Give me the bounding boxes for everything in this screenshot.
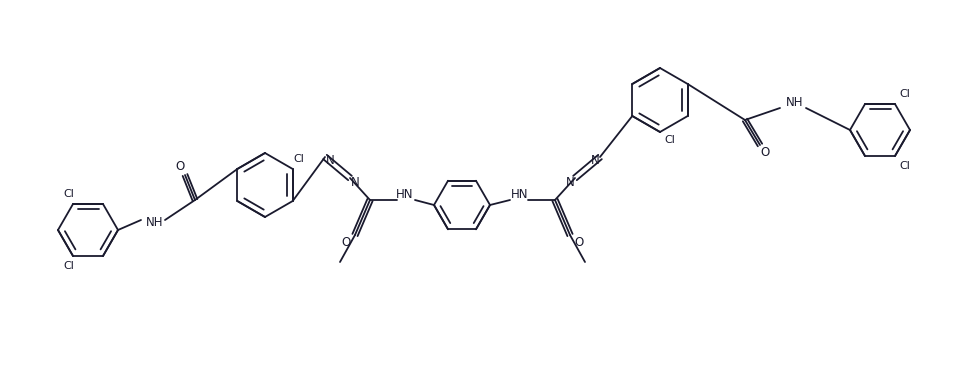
Text: N: N <box>326 154 335 167</box>
Text: NH: NH <box>147 217 164 230</box>
Text: HN: HN <box>511 188 528 201</box>
Text: O: O <box>175 161 185 174</box>
Text: Cl: Cl <box>63 189 75 199</box>
Text: N: N <box>351 175 360 188</box>
Text: NH: NH <box>786 96 804 109</box>
Text: O: O <box>574 236 584 250</box>
Text: HN: HN <box>396 188 413 201</box>
Text: Cl: Cl <box>900 89 910 99</box>
Text: Cl: Cl <box>293 154 304 164</box>
Text: O: O <box>341 236 351 250</box>
Text: N: N <box>566 175 574 188</box>
Text: N: N <box>591 154 599 167</box>
Text: Cl: Cl <box>63 261 75 271</box>
Text: Cl: Cl <box>665 135 675 145</box>
Text: O: O <box>760 147 770 160</box>
Text: Cl: Cl <box>900 161 910 171</box>
